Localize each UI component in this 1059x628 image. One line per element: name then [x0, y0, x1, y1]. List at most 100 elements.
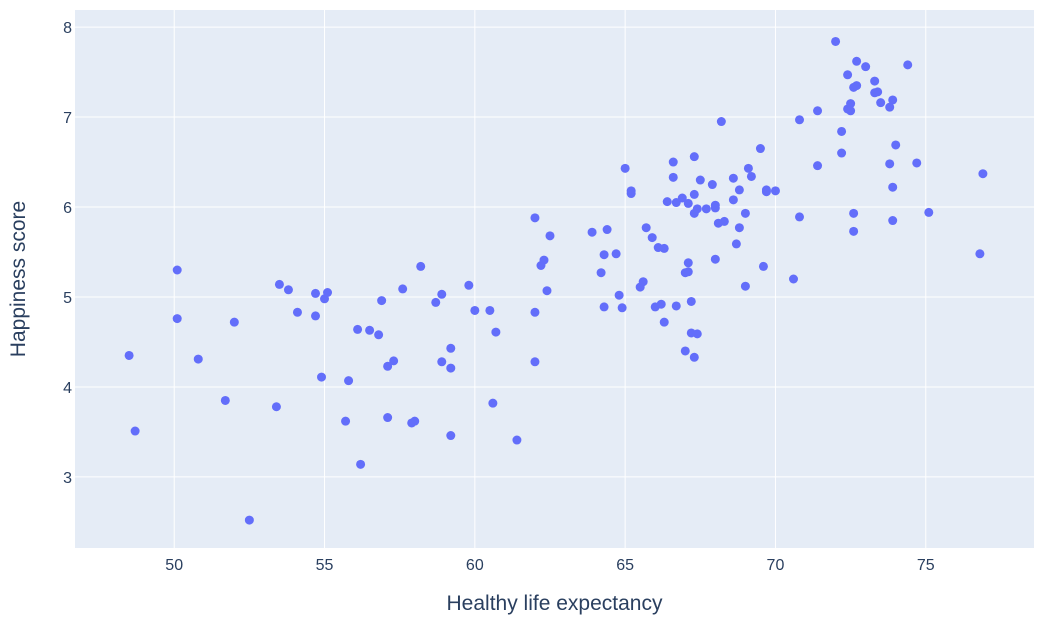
data-point: [530, 307, 540, 317]
data-point: [530, 213, 540, 223]
data-point: [852, 81, 862, 91]
data-points: [124, 36, 988, 525]
data-point: [659, 317, 669, 327]
data-point: [710, 203, 720, 213]
data-point: [707, 180, 717, 190]
data-point: [677, 193, 687, 203]
x-tick-label: 55: [316, 557, 334, 574]
data-point: [876, 98, 886, 108]
data-point: [292, 307, 302, 317]
grid-lines: [75, 10, 1034, 548]
data-point: [545, 231, 555, 241]
data-point: [488, 398, 498, 408]
data-point: [620, 163, 630, 173]
y-axis-ticks: 3 4 5 6 7 8: [63, 20, 72, 487]
data-point: [671, 301, 681, 311]
data-point: [701, 204, 711, 214]
data-point: [130, 426, 140, 436]
data-point: [638, 277, 648, 287]
data-point: [849, 226, 859, 236]
data-point: [888, 182, 898, 192]
data-point: [692, 329, 702, 339]
data-point: [599, 302, 609, 312]
plot-background: [75, 10, 1034, 548]
data-point: [659, 243, 669, 253]
data-point: [689, 352, 699, 362]
data-point: [975, 249, 985, 259]
data-point: [587, 227, 597, 237]
data-point: [770, 186, 780, 196]
data-point: [356, 459, 366, 469]
data-point: [647, 233, 657, 243]
data-point: [734, 223, 744, 233]
data-point: [172, 314, 182, 324]
data-point: [365, 325, 375, 335]
data-point: [831, 36, 841, 46]
data-point: [617, 303, 627, 313]
data-point: [891, 140, 901, 150]
data-point: [846, 106, 856, 116]
data-point: [846, 99, 856, 109]
data-point: [873, 87, 883, 97]
data-point: [716, 117, 726, 127]
data-point: [437, 357, 447, 367]
data-point: [416, 261, 426, 271]
data-point: [244, 515, 254, 525]
data-point: [542, 286, 552, 296]
data-point: [491, 327, 501, 337]
data-point: [656, 299, 666, 309]
data-point: [641, 223, 651, 233]
data-point: [193, 354, 203, 364]
y-tick-label: 7: [63, 110, 72, 127]
data-point: [795, 212, 805, 222]
data-point: [861, 62, 871, 72]
data-point: [431, 297, 441, 307]
data-point: [374, 330, 384, 340]
data-point: [888, 216, 898, 226]
y-tick-label: 6: [63, 200, 72, 217]
data-point: [924, 207, 934, 217]
data-point: [512, 435, 522, 445]
x-axis-ticks: 50 55 60 65 70 75: [165, 557, 934, 574]
data-point: [317, 372, 327, 382]
data-point: [539, 255, 549, 265]
data-point: [626, 186, 636, 196]
data-point: [353, 324, 363, 334]
data-point: [398, 284, 408, 294]
data-point: [311, 311, 321, 321]
data-point: [311, 288, 321, 298]
data-point: [485, 305, 495, 315]
data-point: [686, 296, 696, 306]
data-point: [383, 361, 393, 371]
data-point: [172, 265, 182, 275]
data-point: [683, 198, 693, 208]
data-point: [740, 208, 750, 218]
data-point: [220, 395, 230, 405]
data-point: [383, 413, 393, 423]
data-point: [719, 216, 729, 226]
data-point: [695, 175, 705, 185]
data-point: [837, 126, 847, 136]
x-tick-label: 75: [917, 557, 935, 574]
data-point: [813, 106, 823, 116]
data-point: [761, 187, 771, 197]
x-tick-label: 60: [466, 557, 484, 574]
data-point: [283, 285, 293, 295]
data-point: [680, 346, 690, 356]
data-point: [271, 402, 281, 412]
data-point: [323, 287, 333, 297]
data-point: [683, 258, 693, 268]
data-point: [611, 249, 621, 259]
x-axis-title: Healthy life expectancy: [447, 592, 663, 615]
data-point: [344, 376, 354, 386]
data-point: [870, 76, 880, 86]
data-point: [446, 343, 456, 353]
data-point: [437, 289, 447, 299]
data-point: [470, 305, 480, 315]
y-tick-label: 4: [63, 380, 72, 397]
data-point: [849, 208, 859, 218]
data-point: [885, 159, 895, 169]
data-point: [743, 163, 753, 173]
x-tick-label: 50: [165, 557, 183, 574]
